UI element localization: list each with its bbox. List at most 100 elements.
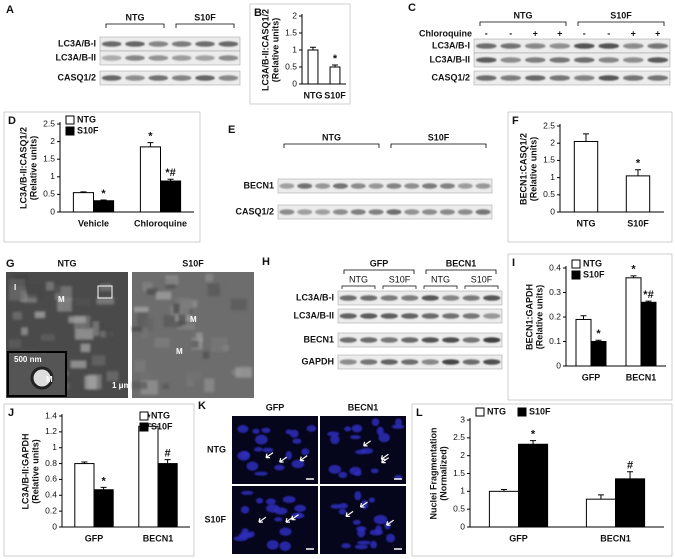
bar: [625, 277, 642, 367]
treatment-sign: +: [655, 28, 660, 38]
y-tick-label: 1: [50, 171, 55, 181]
subgroup-bracket: [341, 285, 376, 289]
nucleus: [262, 447, 274, 453]
bar: [157, 463, 178, 528]
legend-swatch: [65, 115, 75, 125]
significance-mark: *#: [643, 289, 653, 301]
blot-band: [462, 295, 480, 301]
legend-label: NTG: [583, 258, 602, 268]
y-tick-label: 2.5: [453, 432, 465, 442]
blot-band: [332, 209, 348, 215]
panel-frame: [3, 403, 195, 557]
y-tick-label: 1.5: [43, 153, 55, 163]
nucleus: [254, 471, 268, 476]
panel-letter: I: [512, 257, 515, 269]
blot-band: [500, 57, 522, 63]
treatment-label: Chloroquine: [419, 28, 472, 38]
error-bar: [597, 494, 604, 500]
y-axis-label: (Relative units): [534, 285, 544, 350]
micrograph-texture: [165, 275, 179, 285]
bar: [488, 490, 519, 528]
blot-band: [483, 295, 501, 301]
micrograph-texture: [96, 297, 115, 305]
micrograph-texture: [141, 327, 149, 339]
nucleus: [292, 438, 302, 444]
y-tick-label: 0: [50, 206, 55, 216]
image-label: NTG: [58, 258, 77, 268]
column-label: GFP: [266, 402, 285, 412]
group-label: BECN1: [446, 258, 477, 268]
blot-band: [360, 359, 378, 365]
micrograph-annotation: M: [46, 375, 53, 384]
error-bar: [500, 489, 507, 492]
micrograph-texture: [8, 278, 26, 289]
x-tick-label: Vehicle: [78, 218, 109, 228]
legend-swatch: [65, 126, 75, 136]
micrograph-annotation: 500 nm: [14, 355, 42, 364]
significance-mark: *: [631, 264, 636, 276]
blot-band: [483, 337, 501, 343]
micrograph-texture: [207, 283, 221, 297]
y-axis-label: (Relative units): [270, 18, 280, 83]
nucleus: [354, 470, 362, 477]
micrograph-annotation: M: [190, 315, 197, 324]
group-label: S10F: [194, 12, 216, 22]
blot-band: [404, 209, 420, 215]
blot-band: [368, 183, 384, 189]
legend-swatch: [139, 411, 149, 421]
treatment-sign: -: [509, 28, 512, 38]
arrow: [345, 510, 354, 518]
row-label: LC3A/B-I: [58, 38, 96, 48]
nucleus: [306, 425, 317, 432]
blot-band: [380, 295, 398, 301]
micrograph-texture: [9, 339, 22, 349]
row-label: CASQ1/2: [57, 72, 96, 82]
bar: [72, 192, 95, 213]
y-tick-label: 1.5: [285, 27, 297, 37]
x-tick-label: S10F: [324, 90, 346, 100]
nucleus: [391, 424, 405, 429]
y-tick-label: 3: [460, 414, 465, 424]
blot-band: [500, 43, 522, 49]
bar: [573, 140, 599, 213]
micrograph-texture: [219, 282, 228, 288]
micrograph-texture: [186, 377, 195, 387]
blot-band: [622, 75, 644, 81]
blot-band: [148, 75, 169, 81]
blot-band: [524, 57, 546, 63]
nucleus: [354, 544, 369, 550]
micrograph-texture: [204, 378, 215, 393]
error-bar: [645, 300, 652, 303]
panel-letter: C: [408, 2, 416, 14]
micrograph-texture: [105, 329, 113, 339]
error-bar: [310, 46, 316, 50]
blot-band: [125, 75, 145, 81]
panel-frame: [507, 253, 673, 401]
panel-letter: L: [416, 407, 423, 419]
nucleus: [291, 459, 305, 469]
legend-label: S10F: [77, 125, 99, 135]
legend-swatch: [571, 270, 581, 280]
blot-band: [339, 295, 357, 301]
micrograph-annotation: I: [14, 283, 16, 292]
micrograph-texture: [80, 343, 91, 353]
bar: [590, 341, 607, 367]
blot-band: [422, 209, 438, 215]
y-axis-label: BECN1:CASQ1/2: [518, 133, 528, 205]
blot-band: [101, 55, 122, 61]
blot-band: [549, 57, 571, 63]
subgroup-label: S10F: [471, 274, 493, 284]
row-label: S10F: [204, 514, 226, 524]
legend-label: NTG: [487, 406, 506, 416]
significance-mark: *: [596, 328, 601, 340]
nucleus: [330, 504, 342, 509]
panel-letter: E: [228, 124, 235, 136]
row-label: LC3A/B-II: [56, 52, 97, 62]
nucleus: [240, 505, 250, 514]
blot-band: [524, 43, 546, 49]
blot-band: [171, 75, 192, 81]
column-label: BECN1: [348, 402, 379, 412]
nucleus: [233, 536, 248, 542]
blot-band: [573, 75, 595, 81]
blot-band: [332, 183, 348, 189]
